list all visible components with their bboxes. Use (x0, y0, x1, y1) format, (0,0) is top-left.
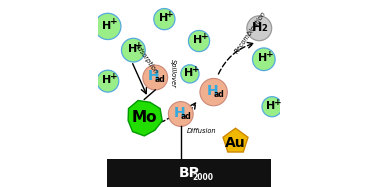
Circle shape (181, 65, 199, 83)
Text: +: + (274, 98, 282, 107)
Text: +: + (201, 32, 209, 41)
Text: +: + (266, 50, 273, 59)
Text: Adsorption: Adsorption (133, 42, 159, 75)
Circle shape (200, 78, 227, 106)
Text: +: + (166, 10, 174, 19)
Circle shape (143, 65, 168, 90)
Circle shape (253, 48, 275, 70)
Text: +: + (135, 41, 143, 50)
Bar (107, 159, 271, 187)
Circle shape (168, 102, 193, 126)
Text: Mo: Mo (132, 110, 157, 125)
Text: ad: ad (213, 90, 224, 99)
Text: H: H (102, 75, 112, 85)
Text: 2: 2 (262, 24, 267, 33)
Circle shape (97, 70, 119, 92)
Circle shape (262, 97, 282, 117)
Text: ad: ad (155, 75, 166, 84)
Text: Au: Au (225, 136, 246, 150)
Polygon shape (223, 128, 248, 152)
Text: H: H (174, 106, 185, 120)
Text: H: H (184, 68, 194, 78)
Text: Recombination: Recombination (234, 10, 267, 55)
Text: H: H (258, 53, 268, 63)
Text: H: H (206, 84, 218, 98)
Text: H: H (148, 69, 160, 83)
Text: H: H (266, 101, 276, 111)
Text: H: H (252, 21, 263, 34)
Circle shape (94, 13, 121, 40)
Circle shape (154, 9, 175, 30)
Circle shape (247, 16, 272, 41)
Text: 2000: 2000 (192, 173, 213, 182)
Text: H: H (194, 35, 203, 45)
Text: +: + (110, 17, 118, 26)
Text: H: H (102, 21, 112, 30)
Text: Spillover: Spillover (170, 59, 176, 88)
Text: +: + (192, 65, 200, 74)
Text: +: + (110, 72, 118, 81)
Text: Diffusion: Diffusion (187, 128, 217, 134)
Text: H: H (159, 13, 168, 23)
Text: BP: BP (178, 166, 200, 180)
Circle shape (189, 30, 210, 52)
Circle shape (121, 38, 145, 62)
Text: ad: ad (181, 112, 191, 121)
Polygon shape (128, 100, 162, 136)
Text: H: H (128, 44, 137, 54)
